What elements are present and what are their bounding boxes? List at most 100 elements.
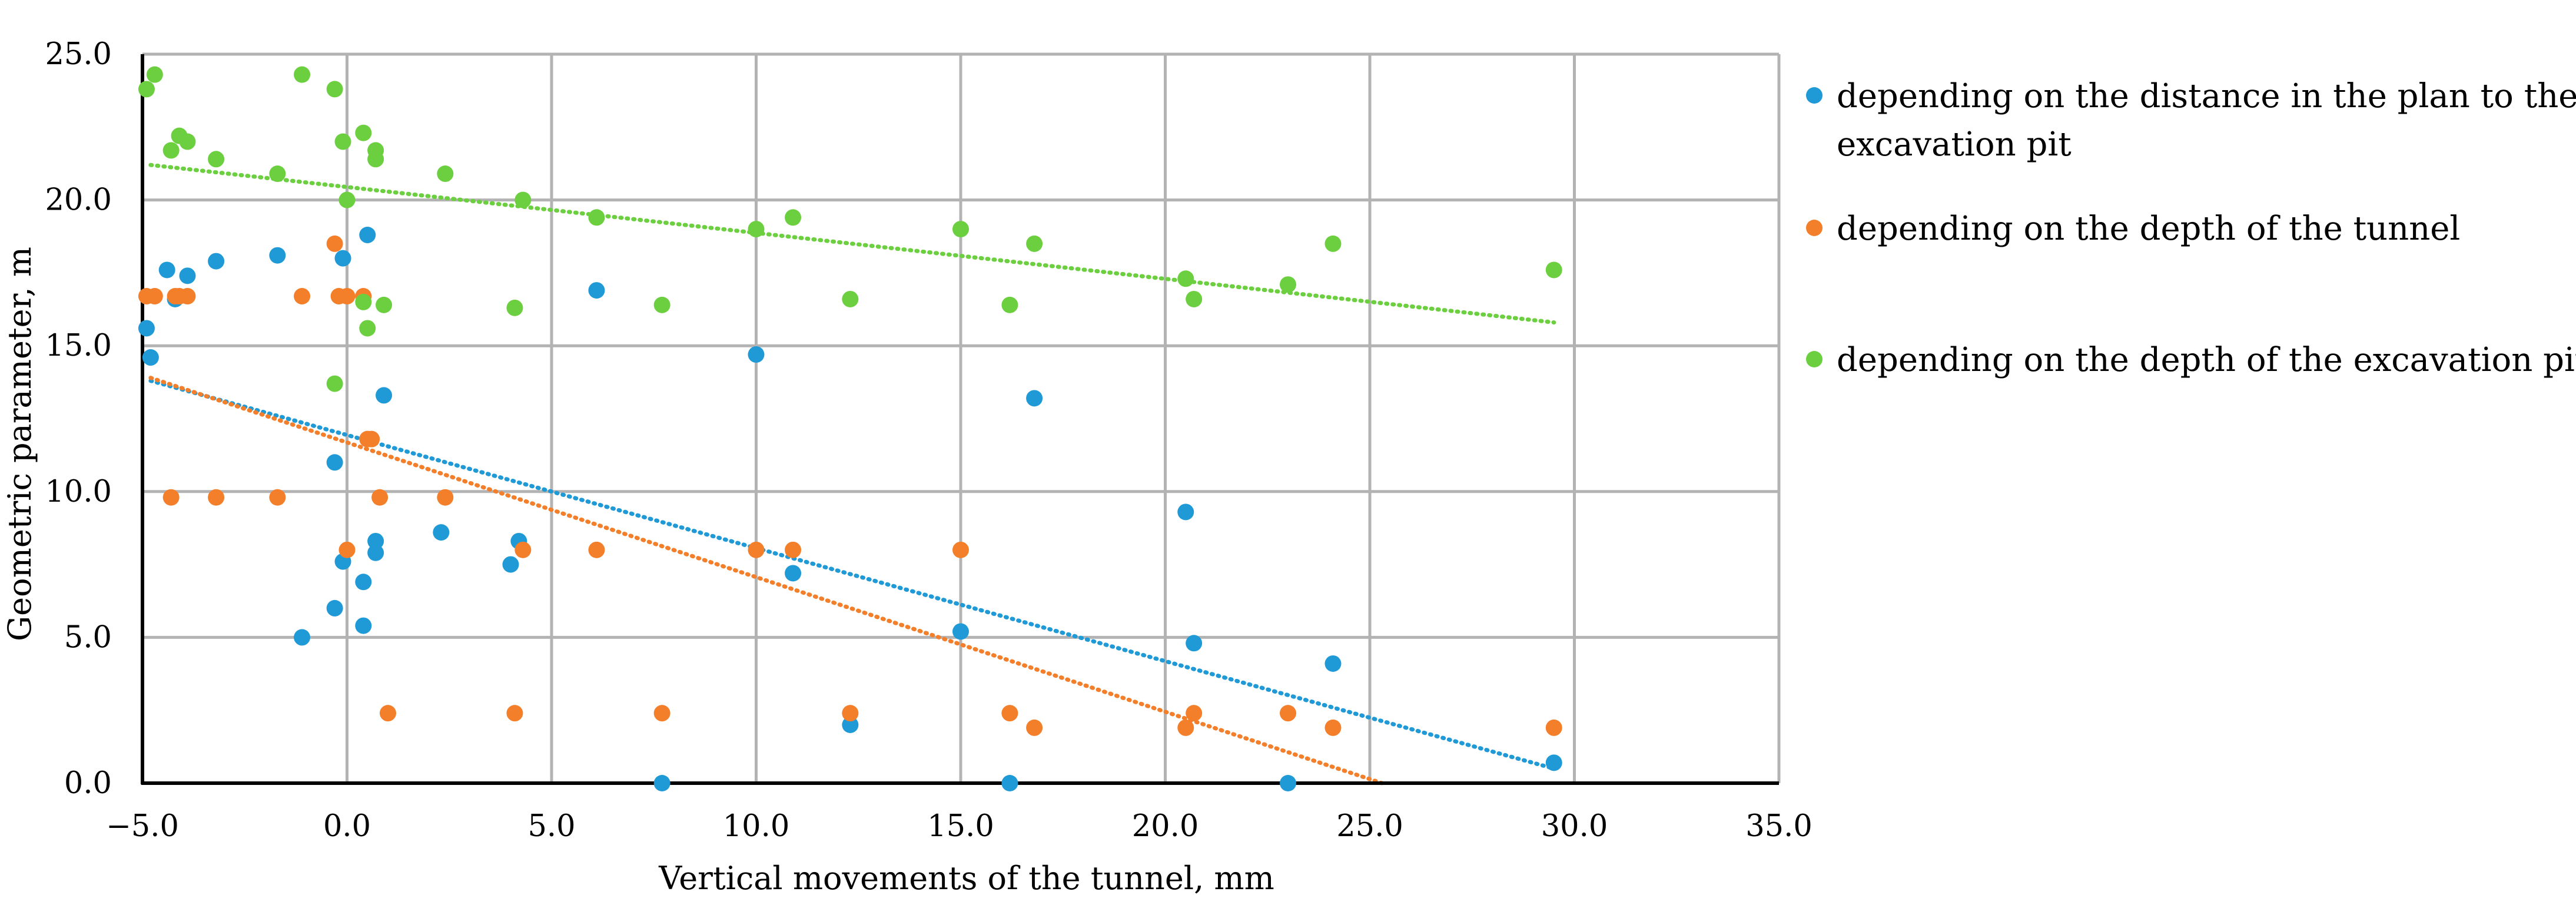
data-point-series-1 bbox=[952, 623, 969, 640]
data-point-series-2 bbox=[208, 489, 225, 506]
data-point-series-1 bbox=[334, 250, 351, 267]
data-point-series-2 bbox=[1545, 719, 1562, 736]
data-point-series-3 bbox=[514, 191, 532, 208]
data-point-series-1 bbox=[142, 349, 159, 366]
data-point-series-1 bbox=[1545, 754, 1562, 771]
data-point-series-2 bbox=[1186, 705, 1203, 722]
data-point-series-2 bbox=[1324, 719, 1342, 736]
data-point-series-2 bbox=[338, 541, 356, 558]
data-point-series-1 bbox=[1280, 775, 1296, 791]
data-point-series-1 bbox=[1324, 655, 1342, 672]
data-point-series-3 bbox=[338, 191, 356, 208]
x-tick-label: 30.0 bbox=[1541, 809, 1608, 844]
data-point-series-1 bbox=[138, 320, 155, 337]
data-point-series-2 bbox=[326, 235, 343, 252]
x-axis-title: Vertical movements of the tunnel, mm bbox=[658, 860, 1274, 897]
data-point-series-2 bbox=[588, 541, 605, 558]
data-point-series-3 bbox=[1001, 296, 1018, 313]
data-point-series-2 bbox=[437, 489, 454, 506]
data-point-series-1 bbox=[294, 629, 311, 646]
data-point-series-1 bbox=[376, 387, 393, 404]
data-point-series-3 bbox=[355, 293, 372, 310]
legend-label-series-1: depending on the distance in the plan to… bbox=[1837, 77, 2576, 115]
data-point-series-3 bbox=[355, 124, 372, 141]
data-point-series-1 bbox=[748, 346, 765, 363]
trendline-series-2 bbox=[148, 376, 1385, 786]
data-point-series-3 bbox=[326, 81, 343, 98]
data-point-series-2 bbox=[506, 705, 523, 722]
data-point-series-1 bbox=[433, 524, 450, 541]
data-point-series-3 bbox=[138, 81, 155, 98]
data-point-series-1 bbox=[367, 532, 384, 549]
data-point-series-3 bbox=[437, 165, 454, 183]
y-axis-title: Geometric parameter, m bbox=[1, 247, 38, 641]
data-point-series-3 bbox=[294, 66, 311, 83]
data-point-series-1 bbox=[208, 253, 225, 270]
legend-label-series-2: depending on the depth of the tunnel bbox=[1837, 210, 2460, 248]
x-tick-label: 20.0 bbox=[1132, 809, 1199, 844]
data-point-series-1 bbox=[158, 261, 175, 279]
data-point-series-1 bbox=[1026, 390, 1043, 407]
data-point-series-3 bbox=[1280, 276, 1296, 293]
data-point-series-2 bbox=[179, 288, 196, 305]
x-tick-label: 5.0 bbox=[527, 809, 575, 844]
x-tick-label: 25.0 bbox=[1336, 809, 1403, 844]
data-point-series-3 bbox=[162, 142, 180, 159]
data-point-series-3 bbox=[748, 221, 765, 238]
legend: depending on the distance in the plan to… bbox=[1806, 77, 2576, 379]
data-point-series-2 bbox=[294, 288, 311, 305]
y-tick-label: 25.0 bbox=[45, 37, 112, 72]
data-point-series-3 bbox=[1177, 270, 1194, 287]
data-point-series-3 bbox=[334, 133, 351, 150]
trendline-series-3 bbox=[148, 163, 1556, 325]
data-point-series-1 bbox=[326, 599, 343, 617]
data-point-series-3 bbox=[179, 133, 196, 150]
data-point-series-3 bbox=[359, 320, 376, 337]
data-point-series-2 bbox=[1026, 719, 1043, 736]
data-point-series-2 bbox=[785, 541, 802, 558]
data-point-series-3 bbox=[653, 296, 670, 313]
data-point-series-2 bbox=[269, 489, 286, 506]
legend-marker-series-1 bbox=[1806, 87, 1823, 104]
y-tick-label: 15.0 bbox=[45, 329, 112, 363]
x-tick-label: −5.0 bbox=[106, 809, 179, 844]
data-point-series-1 bbox=[367, 544, 384, 561]
y-tick-label: 0.0 bbox=[64, 766, 112, 801]
data-point-series-3 bbox=[208, 151, 225, 168]
data-point-series-3 bbox=[1324, 235, 1342, 252]
data-point-series-3 bbox=[1186, 290, 1203, 307]
data-point-series-3 bbox=[1545, 261, 1562, 279]
legend-label-series-3: depending on the depth of the excavation… bbox=[1837, 341, 2576, 379]
data-point-series-1 bbox=[502, 556, 519, 573]
data-point-series-2 bbox=[380, 705, 396, 722]
data-point-series-2 bbox=[363, 430, 380, 448]
data-point-series-1 bbox=[1001, 775, 1018, 791]
data-point-series-2 bbox=[514, 541, 532, 558]
data-points bbox=[138, 66, 1562, 791]
data-point-series-2 bbox=[1280, 705, 1296, 722]
y-tick-label: 5.0 bbox=[64, 620, 112, 655]
data-point-series-3 bbox=[952, 221, 969, 238]
tick-labels: −5.0 0.0 5.0 10.0 15.0 20.0 25.0 30.0 35.0 0.0 5.0… bbox=[45, 37, 1812, 844]
data-point-series-3 bbox=[146, 66, 163, 83]
data-point-series-1 bbox=[653, 775, 670, 791]
x-tick-label: 0.0 bbox=[323, 809, 371, 844]
data-point-series-1 bbox=[1177, 503, 1194, 521]
data-point-series-3 bbox=[588, 209, 605, 226]
legend-marker-series-2 bbox=[1806, 220, 1823, 236]
data-point-series-1 bbox=[588, 282, 605, 299]
axes bbox=[141, 54, 1779, 785]
x-tick-label: 10.0 bbox=[723, 809, 790, 844]
data-point-series-3 bbox=[785, 209, 802, 226]
data-point-series-1 bbox=[1186, 635, 1203, 652]
data-point-series-2 bbox=[748, 541, 765, 558]
y-tick-label: 20.0 bbox=[45, 183, 112, 218]
data-point-series-1 bbox=[179, 267, 196, 284]
data-point-series-1 bbox=[785, 565, 802, 582]
data-point-series-1 bbox=[269, 247, 286, 264]
data-point-series-1 bbox=[326, 454, 343, 471]
data-point-series-1 bbox=[355, 617, 372, 634]
data-point-series-2 bbox=[162, 489, 180, 506]
